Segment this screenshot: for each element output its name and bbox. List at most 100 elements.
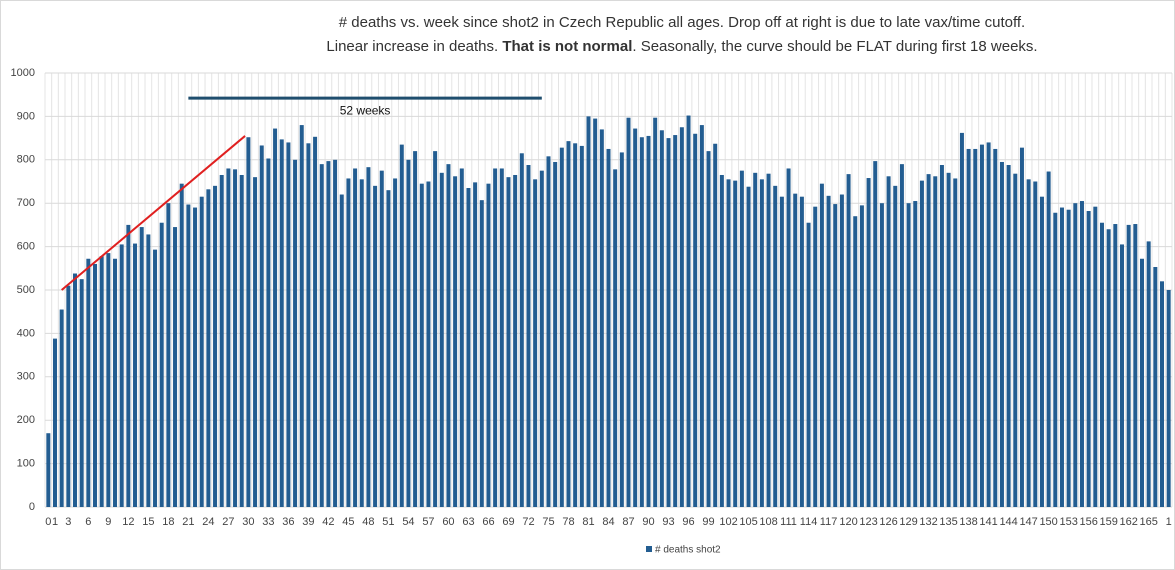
bar bbox=[426, 181, 431, 507]
title-part: . Seasonally, the curve should be FLAT d… bbox=[632, 38, 1037, 55]
x-tick-label: 39 bbox=[302, 516, 314, 528]
x-tick-label: 42 bbox=[322, 516, 334, 528]
x-tick-label: 90 bbox=[642, 516, 654, 528]
bar bbox=[286, 142, 291, 507]
bar bbox=[766, 173, 771, 508]
x-tick-label: 24 bbox=[202, 516, 214, 528]
bar bbox=[366, 167, 371, 508]
bar bbox=[933, 176, 938, 508]
bar bbox=[273, 128, 278, 507]
bar bbox=[173, 227, 178, 507]
x-tick-label: 156 bbox=[1079, 516, 1097, 528]
bar bbox=[1006, 165, 1011, 507]
bar bbox=[299, 125, 304, 507]
bar bbox=[633, 128, 638, 507]
x-tick-label: 126 bbox=[879, 516, 897, 528]
bar bbox=[319, 164, 324, 507]
bar bbox=[813, 206, 818, 507]
bar bbox=[1026, 179, 1031, 507]
x-tick-label: 9 bbox=[105, 516, 111, 528]
bar bbox=[239, 174, 244, 508]
bar bbox=[686, 115, 691, 508]
x-tick-label: 111 bbox=[780, 516, 797, 528]
bar bbox=[966, 148, 971, 507]
x-tick-label: 84 bbox=[602, 516, 614, 528]
y-tick-label: 900 bbox=[17, 110, 35, 122]
x-tick-label: 129 bbox=[899, 516, 917, 528]
bar bbox=[853, 216, 858, 507]
bar bbox=[539, 170, 544, 507]
x-tick-label: 6 bbox=[85, 516, 91, 528]
bar bbox=[1146, 241, 1151, 507]
bar bbox=[86, 258, 91, 507]
bar bbox=[646, 135, 651, 507]
bar bbox=[533, 179, 538, 507]
bar bbox=[406, 159, 411, 508]
bar bbox=[93, 263, 98, 507]
x-tick-label: 78 bbox=[562, 516, 574, 528]
bar bbox=[806, 222, 811, 508]
x-tick-label: 75 bbox=[542, 516, 554, 528]
bar bbox=[1166, 290, 1171, 507]
y-tick-label: 600 bbox=[17, 241, 35, 253]
x-tick-label: 99 bbox=[702, 516, 714, 528]
bar bbox=[993, 148, 998, 507]
bar bbox=[59, 309, 64, 507]
bar bbox=[186, 204, 191, 507]
bar bbox=[346, 178, 351, 507]
bar bbox=[1133, 224, 1138, 508]
bar bbox=[399, 144, 404, 508]
bar bbox=[113, 258, 118, 507]
bar bbox=[906, 203, 911, 507]
bar bbox=[73, 273, 78, 507]
bar bbox=[573, 143, 578, 508]
bar bbox=[553, 161, 558, 507]
bar bbox=[359, 179, 364, 507]
bar bbox=[313, 136, 318, 507]
bar bbox=[859, 205, 864, 507]
bar bbox=[393, 178, 398, 507]
x-tick-label: 87 bbox=[622, 516, 634, 528]
x-tick-label: 81 bbox=[582, 516, 594, 528]
bar bbox=[779, 196, 784, 507]
bar bbox=[139, 227, 144, 507]
bar bbox=[873, 161, 878, 508]
trend-line bbox=[61, 135, 246, 291]
bar bbox=[1099, 222, 1104, 508]
bar bbox=[233, 169, 238, 507]
y-tick-label: 700 bbox=[17, 197, 35, 209]
x-tick-label: 117 bbox=[820, 516, 838, 528]
bar bbox=[219, 174, 224, 508]
x-tick-label: 33 bbox=[262, 516, 274, 528]
bar bbox=[493, 168, 498, 508]
bar bbox=[379, 170, 384, 507]
x-tick-label: 48 bbox=[362, 516, 374, 528]
bar bbox=[739, 170, 744, 507]
bar bbox=[1113, 224, 1118, 508]
bar bbox=[473, 182, 478, 508]
x-tick-label: 1 bbox=[52, 516, 58, 528]
legend-swatch bbox=[646, 546, 652, 552]
x-tick-label: 45 bbox=[342, 516, 354, 528]
x-tick-label: 21 bbox=[182, 516, 194, 528]
y-tick-label: 500 bbox=[17, 284, 35, 296]
bar bbox=[1013, 173, 1018, 508]
chart-title: Linear increase in deaths. That is not n… bbox=[326, 38, 1037, 55]
bar bbox=[53, 338, 58, 507]
bar bbox=[199, 196, 204, 507]
bar bbox=[566, 141, 571, 507]
x-tick-label: 66 bbox=[482, 516, 494, 528]
bar bbox=[1119, 244, 1124, 507]
bar bbox=[1046, 171, 1051, 507]
bar bbox=[546, 156, 551, 507]
x-tick-label: 96 bbox=[682, 516, 694, 528]
bar bbox=[519, 153, 524, 508]
bar bbox=[559, 147, 564, 507]
x-tick-label: 138 bbox=[959, 516, 977, 528]
bar bbox=[579, 145, 584, 508]
x-tick-label: 141 bbox=[979, 516, 997, 528]
x-tick-label: 147 bbox=[1019, 516, 1037, 528]
bar bbox=[193, 207, 198, 508]
bar bbox=[179, 183, 184, 508]
bar bbox=[599, 129, 604, 508]
